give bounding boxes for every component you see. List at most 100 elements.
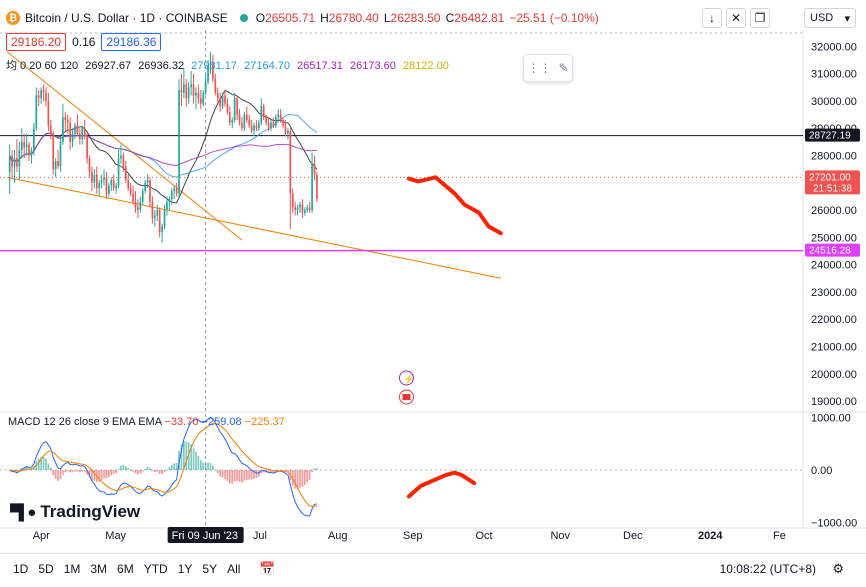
macd-hist-bar (40, 456, 42, 470)
last-price-label: 27201.00 (809, 172, 851, 183)
macd-hist-bar (187, 442, 190, 470)
brush-icon[interactable]: ✎ (558, 61, 569, 75)
macd-hist-bar (216, 470, 219, 474)
candle-body (18, 150, 21, 167)
candle-body (301, 204, 304, 213)
price-tick-label: 22000.00 (811, 314, 857, 326)
ohlc-high-value: 26780.40 (328, 11, 379, 25)
candle-body (173, 188, 176, 191)
close-icon[interactable]: ✕ (726, 8, 746, 28)
ma-indicator-legend[interactable]: 均 0 20 60 120 26927.67 26936.32 27931.17… (6, 57, 453, 73)
currency-select[interactable]: USD ▾ (804, 8, 856, 28)
range-1m[interactable]: 1M (63, 561, 81, 576)
candle-body (33, 128, 35, 151)
candle-body (243, 114, 246, 129)
range-3m[interactable]: 3M (90, 561, 108, 576)
ma-value-2: 26936.32 (138, 60, 185, 72)
macd-hist-bar (236, 470, 238, 482)
candle-body (316, 174, 318, 200)
macd-hist-bar (243, 470, 246, 481)
macd-hist-bar (64, 470, 67, 473)
candle-body (54, 160, 57, 170)
macd-hist-bar (272, 470, 275, 473)
ma-value-3: 27931.17 (191, 60, 238, 72)
macd-hist-bar (71, 470, 74, 473)
candle-body (42, 90, 45, 93)
candle-body (216, 92, 219, 99)
bid-price-button[interactable]: 29186.20 (6, 33, 67, 51)
candle-body (62, 117, 64, 142)
candle-body (124, 166, 127, 181)
macd-hist-bar (219, 470, 222, 477)
macd-hist-bar (287, 470, 289, 473)
range-all[interactable]: All (227, 561, 241, 576)
macd-hist-bar (192, 448, 195, 470)
macd-hist-bar (54, 470, 57, 479)
macd-hist-bar (127, 468, 130, 470)
calendar-icon[interactable]: 📅 (259, 560, 276, 576)
candle-body (83, 128, 86, 137)
restore-window-icon[interactable]: ❐ (750, 8, 770, 28)
range-5y[interactable]: 5Y (202, 561, 218, 576)
macd-hist-bar (241, 470, 243, 483)
range-6m[interactable]: 6M (117, 561, 134, 576)
candle-body (287, 130, 289, 134)
macd-hist-bar (161, 470, 163, 475)
symbol-header[interactable]: ₿ Bitcoin / U.S. Dollar · 1D · COINBASE … (6, 8, 604, 28)
ask-price-button[interactable]: 29186.36 (101, 33, 162, 51)
macd-hist-bar (66, 470, 69, 471)
range-1d[interactable]: 1D (13, 561, 29, 576)
macd-hist-bar (98, 470, 101, 482)
candle-body (192, 84, 195, 96)
macd-hist-bar (112, 470, 115, 475)
gear-icon[interactable]: ⚙ (832, 561, 844, 576)
tradingview-logo[interactable]: ▀▌● TradingView (10, 502, 140, 522)
macd-hist-bar (190, 444, 192, 470)
ohlc-close-label: C (445, 11, 455, 25)
drag-handle-icon[interactable]: ⋮⋮ (527, 61, 552, 75)
clock-display[interactable]: 10:08:22 (UTC+8) (719, 562, 816, 576)
candle-body (209, 62, 212, 66)
macd-value-3: −225.37 (244, 416, 285, 428)
range-ytd[interactable]: YTD (143, 561, 168, 576)
macd-hist-bar (204, 463, 207, 470)
candle-body (91, 171, 93, 183)
macd-tick-label: 1000.00 (811, 412, 851, 424)
macd-hist-bar (214, 469, 217, 471)
macd-hist-bar (226, 470, 229, 481)
candle-body (265, 117, 267, 123)
macd-hist-bar (124, 466, 127, 470)
down-arrow-icon[interactable]: ↓ (702, 8, 722, 28)
ohlc-close-value: 26482.81 (454, 11, 505, 25)
macd-hist-bar (81, 470, 84, 472)
candle-body (40, 90, 42, 99)
range-5d[interactable]: 5D (38, 561, 54, 576)
candle-body (76, 125, 79, 134)
macd-legend[interactable]: MACD 12 26 close 9 EMA EMA −33.70 −259.0… (8, 416, 285, 428)
time-tick-label: Oct (475, 530, 492, 542)
price-tick-label: 20000.00 (811, 369, 857, 381)
candle-body (306, 207, 309, 211)
candle-body (74, 125, 76, 134)
macd-hist-bar (231, 470, 234, 484)
macd-hist-bar (62, 470, 64, 475)
candle-body (141, 190, 144, 202)
price-tick-label: 24000.00 (811, 260, 857, 272)
range-1y[interactable]: 1Y (177, 561, 193, 576)
macd-hist-bar (52, 470, 55, 476)
candle-body (245, 114, 248, 121)
macd-hist-bar (233, 470, 236, 482)
drawing-toolbar[interactable]: ⋮⋮ ✎ (523, 54, 573, 82)
candle-body (86, 136, 88, 159)
macd-hist-bar (149, 468, 151, 470)
candle-body (8, 155, 11, 172)
candle-body (175, 188, 178, 194)
symbol-title[interactable]: Bitcoin / U.S. Dollar · 1D · COINBASE (25, 11, 228, 25)
candle-body (45, 92, 47, 101)
price-tick-label: 31000.00 (811, 69, 857, 81)
macd-hist-bar (277, 470, 280, 471)
macd-hist-bar (42, 456, 45, 470)
macd-tick-label: 0.00 (811, 465, 832, 477)
macd-hist-bar (153, 470, 156, 472)
